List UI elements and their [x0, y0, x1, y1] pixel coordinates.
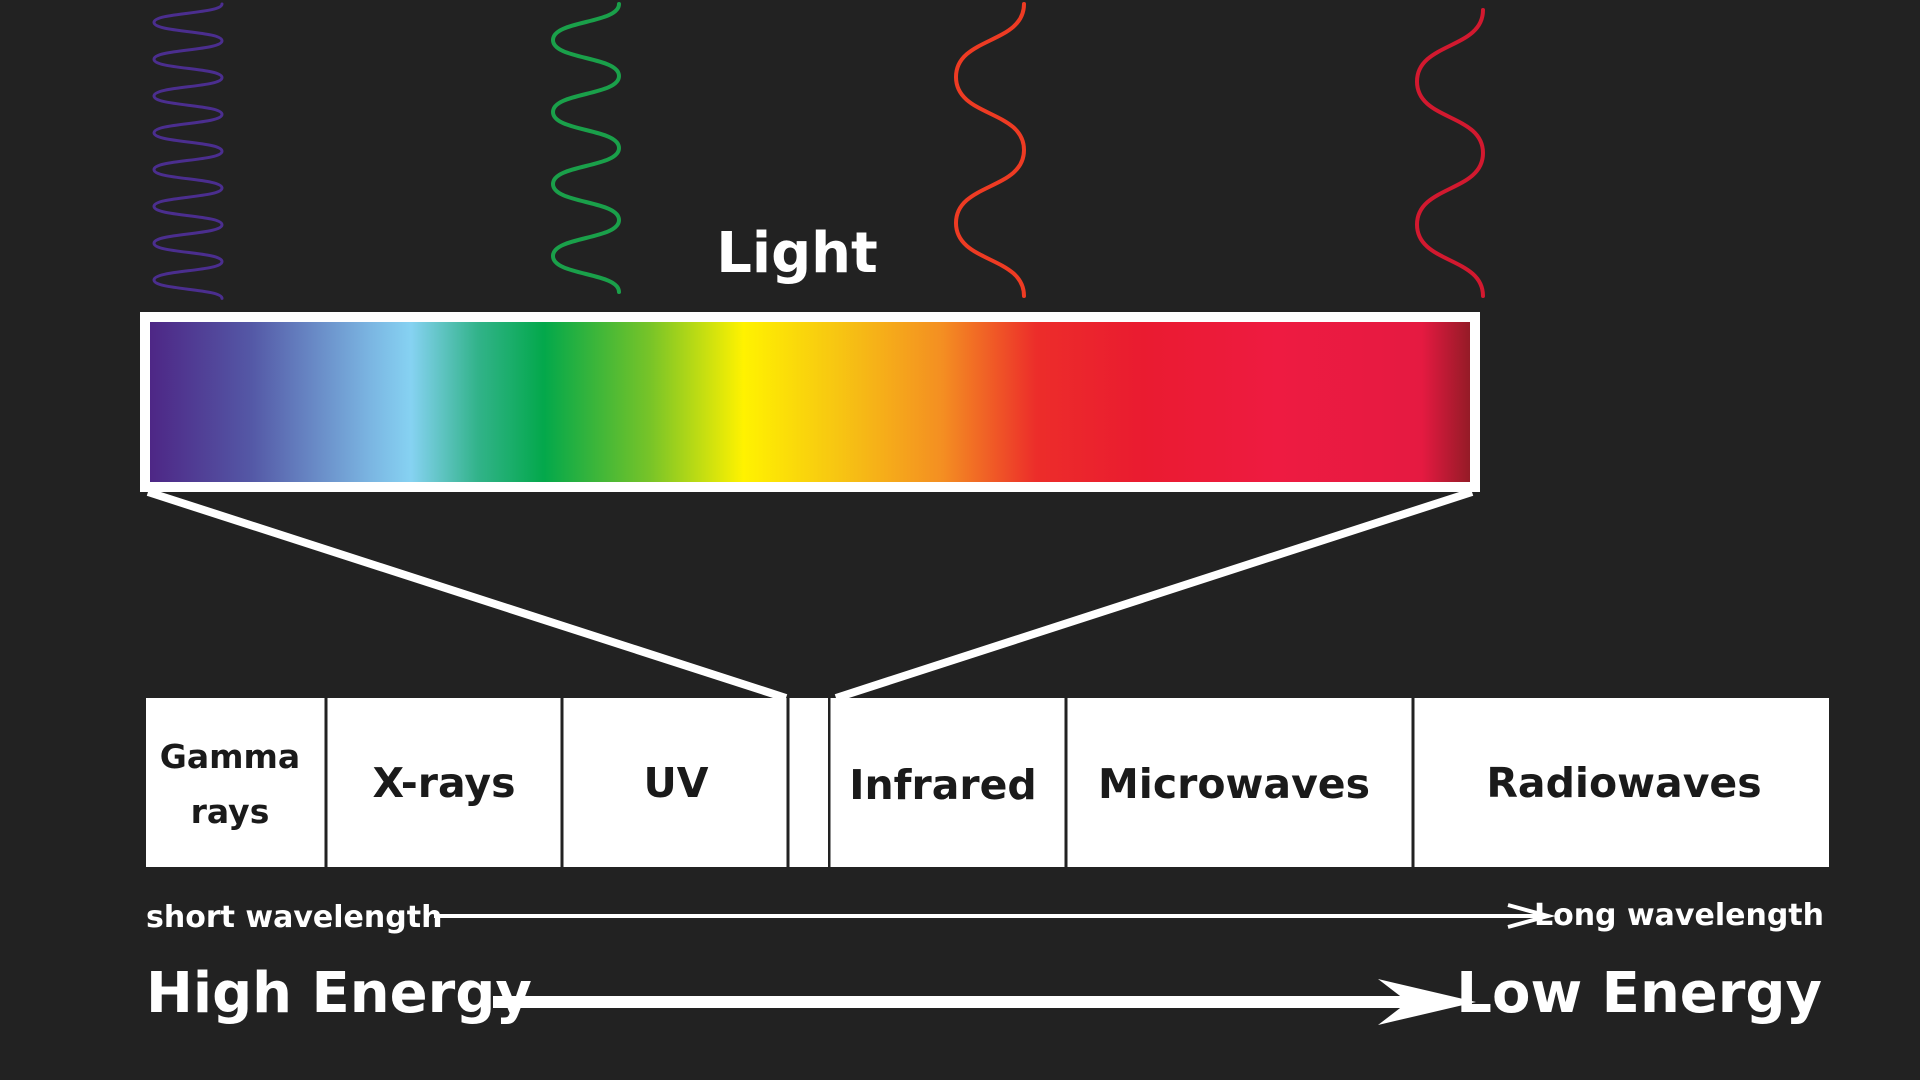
band-uv: UV [643, 759, 708, 807]
low-energy-label: Low Energy [1456, 961, 1822, 1026]
wave-violet-icon [152, 2, 224, 300]
waves-group [152, 2, 1486, 300]
band-labels: Gamma rays X-rays UV Infrared Microwaves… [160, 737, 1762, 831]
band-dividers [324, 698, 1415, 867]
band-infrared: Infrared [849, 761, 1037, 809]
band-radiowaves: Radiowaves [1486, 759, 1761, 807]
wavelength-arrow-icon [434, 903, 1556, 929]
wave-green-icon [550, 2, 622, 294]
visible-band-cell [790, 698, 828, 867]
band-table: Gamma rays X-rays UV Infrared Microwaves… [146, 698, 1829, 867]
long-wavelength-label: Long wavelength [1534, 898, 1824, 933]
light-title: Light [716, 221, 878, 286]
band-microwaves: Microwaves [1098, 760, 1370, 808]
high-energy-label: High Energy [146, 961, 532, 1026]
wave-red-icon [1414, 8, 1486, 298]
band-xrays: X-rays [372, 759, 515, 807]
band-table-bg [146, 698, 1829, 867]
visible-spectrum-bar [140, 312, 1480, 492]
band-gamma-line2: rays [191, 792, 270, 831]
wave-orange-icon [953, 2, 1027, 298]
band-gamma-line1: Gamma [160, 737, 300, 776]
zoom-connector [146, 488, 1474, 702]
energy-arrow-icon [493, 979, 1476, 1025]
short-wavelength-label: short wavelength [146, 900, 442, 935]
